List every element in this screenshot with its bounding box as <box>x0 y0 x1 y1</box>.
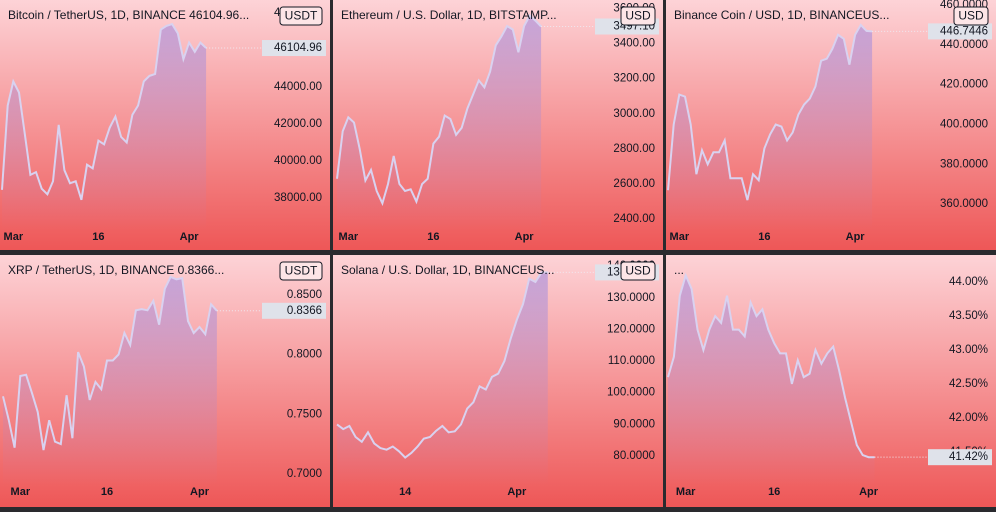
x-tick-label: Mar <box>11 486 31 498</box>
y-tick-label: 2800.00 <box>613 143 655 155</box>
y-tick-label: 110.0000 <box>608 355 655 367</box>
y-tick-label: 3000.00 <box>613 108 655 120</box>
currency-label: USDT <box>285 264 318 278</box>
currency-button[interactable]: USD <box>953 6 989 26</box>
y-tick-label: 0.7500 <box>287 408 322 420</box>
area-fill <box>337 15 542 230</box>
y-tick-label: 360.0000 <box>940 198 988 210</box>
last-price-label: 0.8366 <box>287 305 322 317</box>
y-tick-label: 440.0000 <box>940 39 988 51</box>
y-tick-label: 2600.00 <box>613 178 655 190</box>
last-price-label: 46104.96 <box>274 42 322 54</box>
price-line <box>2 275 218 451</box>
x-tick-label: Mar <box>339 231 359 243</box>
y-tick-label: 44000.00 <box>274 81 322 93</box>
chart-title: Binance Coin / USD, 1D, BINANCEUS... <box>674 8 889 22</box>
chart-title: Ethereum / U.S. Dollar, 1D, BITSTAMP... <box>341 8 557 22</box>
chart-panel: 360.0000 380.0000 400.0000 420.0000 440.0000… <box>666 0 996 250</box>
last-price-label: 41.42% <box>949 451 988 463</box>
y-tick-label: 90.0000 <box>613 418 655 430</box>
y-tick-label: 0.8500 <box>287 289 322 301</box>
price-line <box>1 22 207 201</box>
y-tick-label: 420.0000 <box>940 79 988 91</box>
chart-panel: 41.50%42.00%42.50%43.00%43.50%44.00%41.4… <box>666 255 996 507</box>
area-fill <box>668 24 873 231</box>
currency-label: USD <box>625 264 651 278</box>
chart-title: XRP / TetherUS, 1D, BINANCE 0.8366... <box>8 263 224 277</box>
x-tick-label: Mar <box>676 486 696 498</box>
y-tick-label: 3400.00 <box>613 38 655 50</box>
price-line <box>667 23 873 201</box>
x-tick-label: 16 <box>92 231 104 243</box>
y-tick-label: 3200.00 <box>613 73 655 85</box>
currency-button-box <box>953 6 989 26</box>
x-tick-label: Apr <box>507 486 527 498</box>
y-tick-label: 380.0000 <box>940 158 988 170</box>
last-price-box <box>928 23 992 40</box>
currency-button[interactable]: USD <box>620 261 656 281</box>
y-tick-label: 42000.00 <box>274 118 322 130</box>
chart-title: ... <box>674 263 684 277</box>
y-tick-label: 130.0000 <box>607 292 655 304</box>
y-tick-label: 40000.00 <box>274 155 322 167</box>
y-tick-label: 100.0000 <box>607 387 655 399</box>
y-tick-label: 43.50% <box>949 310 988 322</box>
price-line <box>336 271 548 459</box>
x-tick-label: Mar <box>670 231 690 243</box>
currency-label: USD <box>958 9 984 23</box>
y-tick-label: 120.0000 <box>607 323 655 335</box>
x-tick-label: Apr <box>190 486 210 498</box>
area-fill <box>2 24 207 230</box>
currency-button-box <box>279 6 323 26</box>
chart-panel: 80.0000 90.0000 100.0000 110.0000 120.0000 13… <box>333 255 663 507</box>
area-fill <box>3 276 217 485</box>
price-line <box>667 272 875 459</box>
last-price-box <box>262 302 326 319</box>
chart-title: Bitcoin / TetherUS, 1D, BINANCE 46104.96… <box>8 8 249 22</box>
currency-button-box <box>620 261 656 281</box>
last-price-box <box>262 40 326 57</box>
y-tick-label: 460.0000 <box>940 0 988 11</box>
y-tick-label: 0.8000 <box>287 349 322 361</box>
y-tick-label: 0.7000 <box>287 468 322 480</box>
x-tick-label: Mar <box>4 231 24 243</box>
last-price-label: 446.7446 <box>940 25 988 37</box>
x-tick-label: Apr <box>515 231 535 243</box>
currency-label: USD <box>625 9 651 23</box>
x-tick-label: 16 <box>768 486 780 498</box>
y-tick-label: 42.00% <box>949 412 988 424</box>
currency-button-box <box>279 261 323 281</box>
y-tick-label: 400.0000 <box>940 118 988 130</box>
x-tick-label: 14 <box>399 486 412 498</box>
chart-panel: 38000.0040000.0042000.0044000.0046000.00… <box>0 0 330 250</box>
chart-panel: 2400.00 2600.00 2800.00 3000.00 3200.00 3400.… <box>333 0 663 250</box>
y-tick-label: 2400.00 <box>613 213 655 225</box>
currency-button[interactable]: USDT <box>279 6 323 26</box>
y-tick-label: 80.0000 <box>613 450 655 462</box>
y-tick-label: 42.50% <box>949 378 988 390</box>
y-tick-label: 44.00% <box>949 276 988 288</box>
last-price-box <box>928 449 992 466</box>
currency-label: USDT <box>285 9 318 23</box>
x-tick-label: Apr <box>859 486 879 498</box>
currency-button[interactable]: USD <box>620 6 656 26</box>
currency-button[interactable]: USDT <box>279 261 323 281</box>
price-line <box>336 13 542 207</box>
x-tick-label: Apr <box>180 231 200 243</box>
y-tick-label: 38000.00 <box>274 192 322 204</box>
area-fill <box>668 275 875 485</box>
x-tick-label: Apr <box>846 231 866 243</box>
chart-title: Solana / U.S. Dollar, 1D, BINANCEUS... <box>341 263 554 277</box>
currency-button-box <box>620 6 656 26</box>
x-tick-label: 16 <box>427 231 439 243</box>
chart-panel: 0.7000 0.7500 0.8000 0.8500 0.8366 Mar 16 Apr XR… <box>0 255 330 507</box>
y-tick-label: 43.00% <box>949 344 988 356</box>
area-fill <box>337 272 548 485</box>
x-tick-label: 16 <box>758 231 770 243</box>
x-tick-label: 16 <box>101 486 113 498</box>
